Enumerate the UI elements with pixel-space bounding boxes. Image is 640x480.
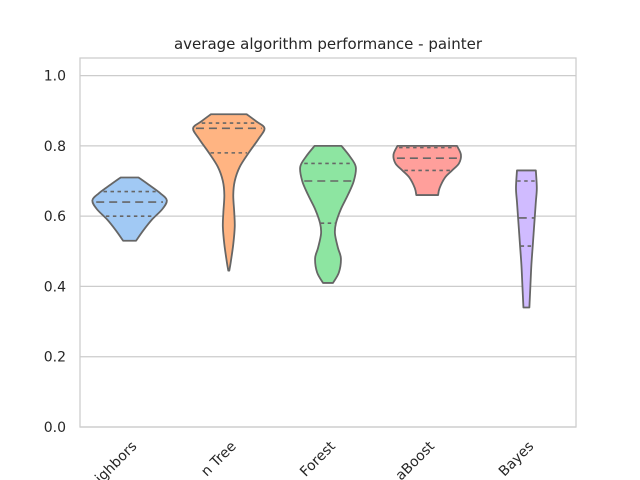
- violin-3: [299, 144, 357, 284]
- x-axis-ticks: ighbors n Tree Forest aBoost Bayes: [92, 438, 537, 480]
- x-tick-label: n Tree: [198, 439, 239, 480]
- violin-1: [91, 176, 168, 242]
- violin-body: [515, 169, 538, 309]
- violin-5: [515, 169, 538, 309]
- violin-2: [192, 113, 266, 272]
- y-tick-label: 0.2: [44, 350, 66, 366]
- x-tick-label: Bayes: [496, 439, 537, 480]
- x-tick-label: aBoost: [393, 438, 439, 480]
- y-axis-ticks: 0.0 0.2 0.4 0.6 0.8 1.0: [44, 69, 66, 436]
- violins: [91, 113, 538, 309]
- violin-4: [392, 144, 462, 196]
- y-tick-label: 1.0: [44, 69, 66, 85]
- chart-title: average algorithm performance - painter: [174, 35, 483, 53]
- x-tick-label: ighbors: [92, 439, 140, 480]
- y-tick-label: 0.8: [44, 139, 66, 155]
- y-tick-label: 0.4: [44, 279, 66, 295]
- y-tick-label: 0.0: [44, 420, 66, 436]
- plot-frame: [79, 57, 577, 428]
- violin-body: [299, 144, 357, 284]
- violin-body: [91, 176, 168, 242]
- y-tick-label: 0.6: [44, 209, 66, 225]
- x-tick-label: Forest: [297, 438, 339, 480]
- violin-body: [192, 113, 266, 272]
